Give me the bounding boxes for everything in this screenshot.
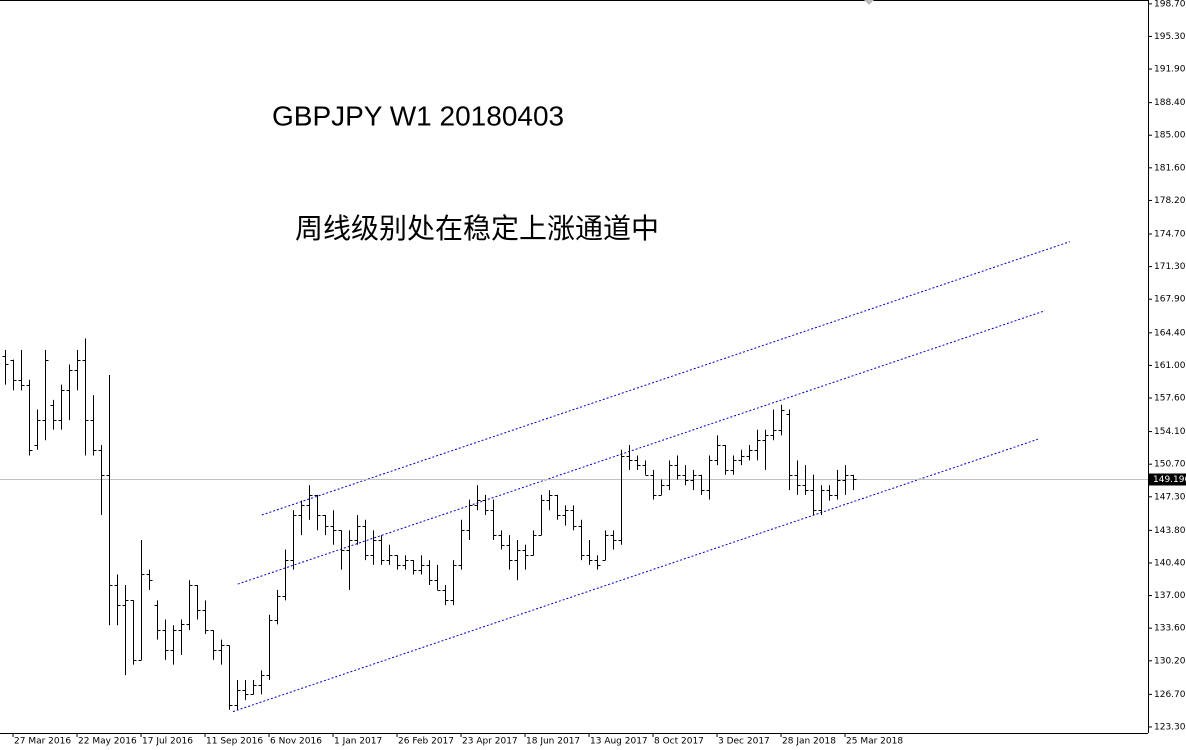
chart-subtitle: 周线级别处在稳定上涨通道中: [295, 212, 659, 245]
price-label: 149.196: [1153, 475, 1186, 485]
x-tick-label: 3 Dec 2017: [718, 737, 770, 747]
y-tick-label: 150.700: [1154, 460, 1186, 470]
y-tick-label: 191.900: [1154, 65, 1186, 75]
x-tick-label: 13 Aug 2017: [590, 737, 648, 747]
y-tick-label: 167.900: [1154, 295, 1186, 305]
y-tick-label: 157.600: [1154, 394, 1186, 404]
x-tick-label: 11 Sep 2016: [206, 737, 263, 747]
y-tick-label: 181.600: [1154, 163, 1186, 173]
y-tick-label: 130.200: [1154, 656, 1186, 666]
x-tick-label: 27 Mar 2016: [14, 737, 71, 747]
y-tick-label: 171.300: [1154, 262, 1186, 272]
y-tick-label: 154.100: [1154, 427, 1186, 437]
x-tick-label: 6 Nov 2016: [270, 737, 322, 747]
y-tick-label: 198.700: [1154, 0, 1186, 9]
y-tick-label: 126.700: [1154, 690, 1186, 700]
y-tick-label: 143.800: [1154, 526, 1186, 536]
x-tick-label: 28 Jan 2018: [782, 737, 836, 747]
x-tick-label: 23 Apr 2017: [462, 737, 518, 747]
y-tick-label: 133.600: [1154, 624, 1186, 634]
y-tick-label: 164.400: [1154, 328, 1186, 338]
channel-line: [232, 438, 1038, 713]
price-label-box: [1149, 473, 1186, 486]
x-tick-label: 25 Mar 2018: [846, 737, 903, 747]
y-tick-label: 147.300: [1154, 492, 1186, 502]
x-tick-label: 22 May 2016: [78, 737, 137, 747]
y-tick-label: 161.000: [1154, 361, 1186, 371]
plot-area: [0, 241, 1148, 713]
x-tick-label: 8 Oct 2017: [654, 737, 704, 747]
y-tick-label: 178.200: [1154, 196, 1186, 206]
y-tick-label: 195.300: [1154, 32, 1186, 42]
x-tick-label: 26 Feb 2017: [398, 737, 454, 747]
y-tick-label: 185.000: [1154, 131, 1186, 141]
y-tick-label: 188.400: [1154, 98, 1186, 108]
y-tick-label: 137.000: [1154, 591, 1186, 601]
shift-marker: [864, 0, 874, 5]
y-tick-label: 174.700: [1154, 230, 1186, 240]
y-tick-label: 123.300: [1154, 722, 1186, 732]
x-tick-label: 17 Jul 2016: [142, 737, 193, 747]
x-tick-label: 18 Jun 2017: [526, 737, 580, 747]
y-tick-label: 140.400: [1154, 558, 1186, 568]
chart-title: GBPJPY W1 20180403: [272, 100, 564, 131]
x-tick-label: 1 Jan 2017: [334, 737, 382, 747]
